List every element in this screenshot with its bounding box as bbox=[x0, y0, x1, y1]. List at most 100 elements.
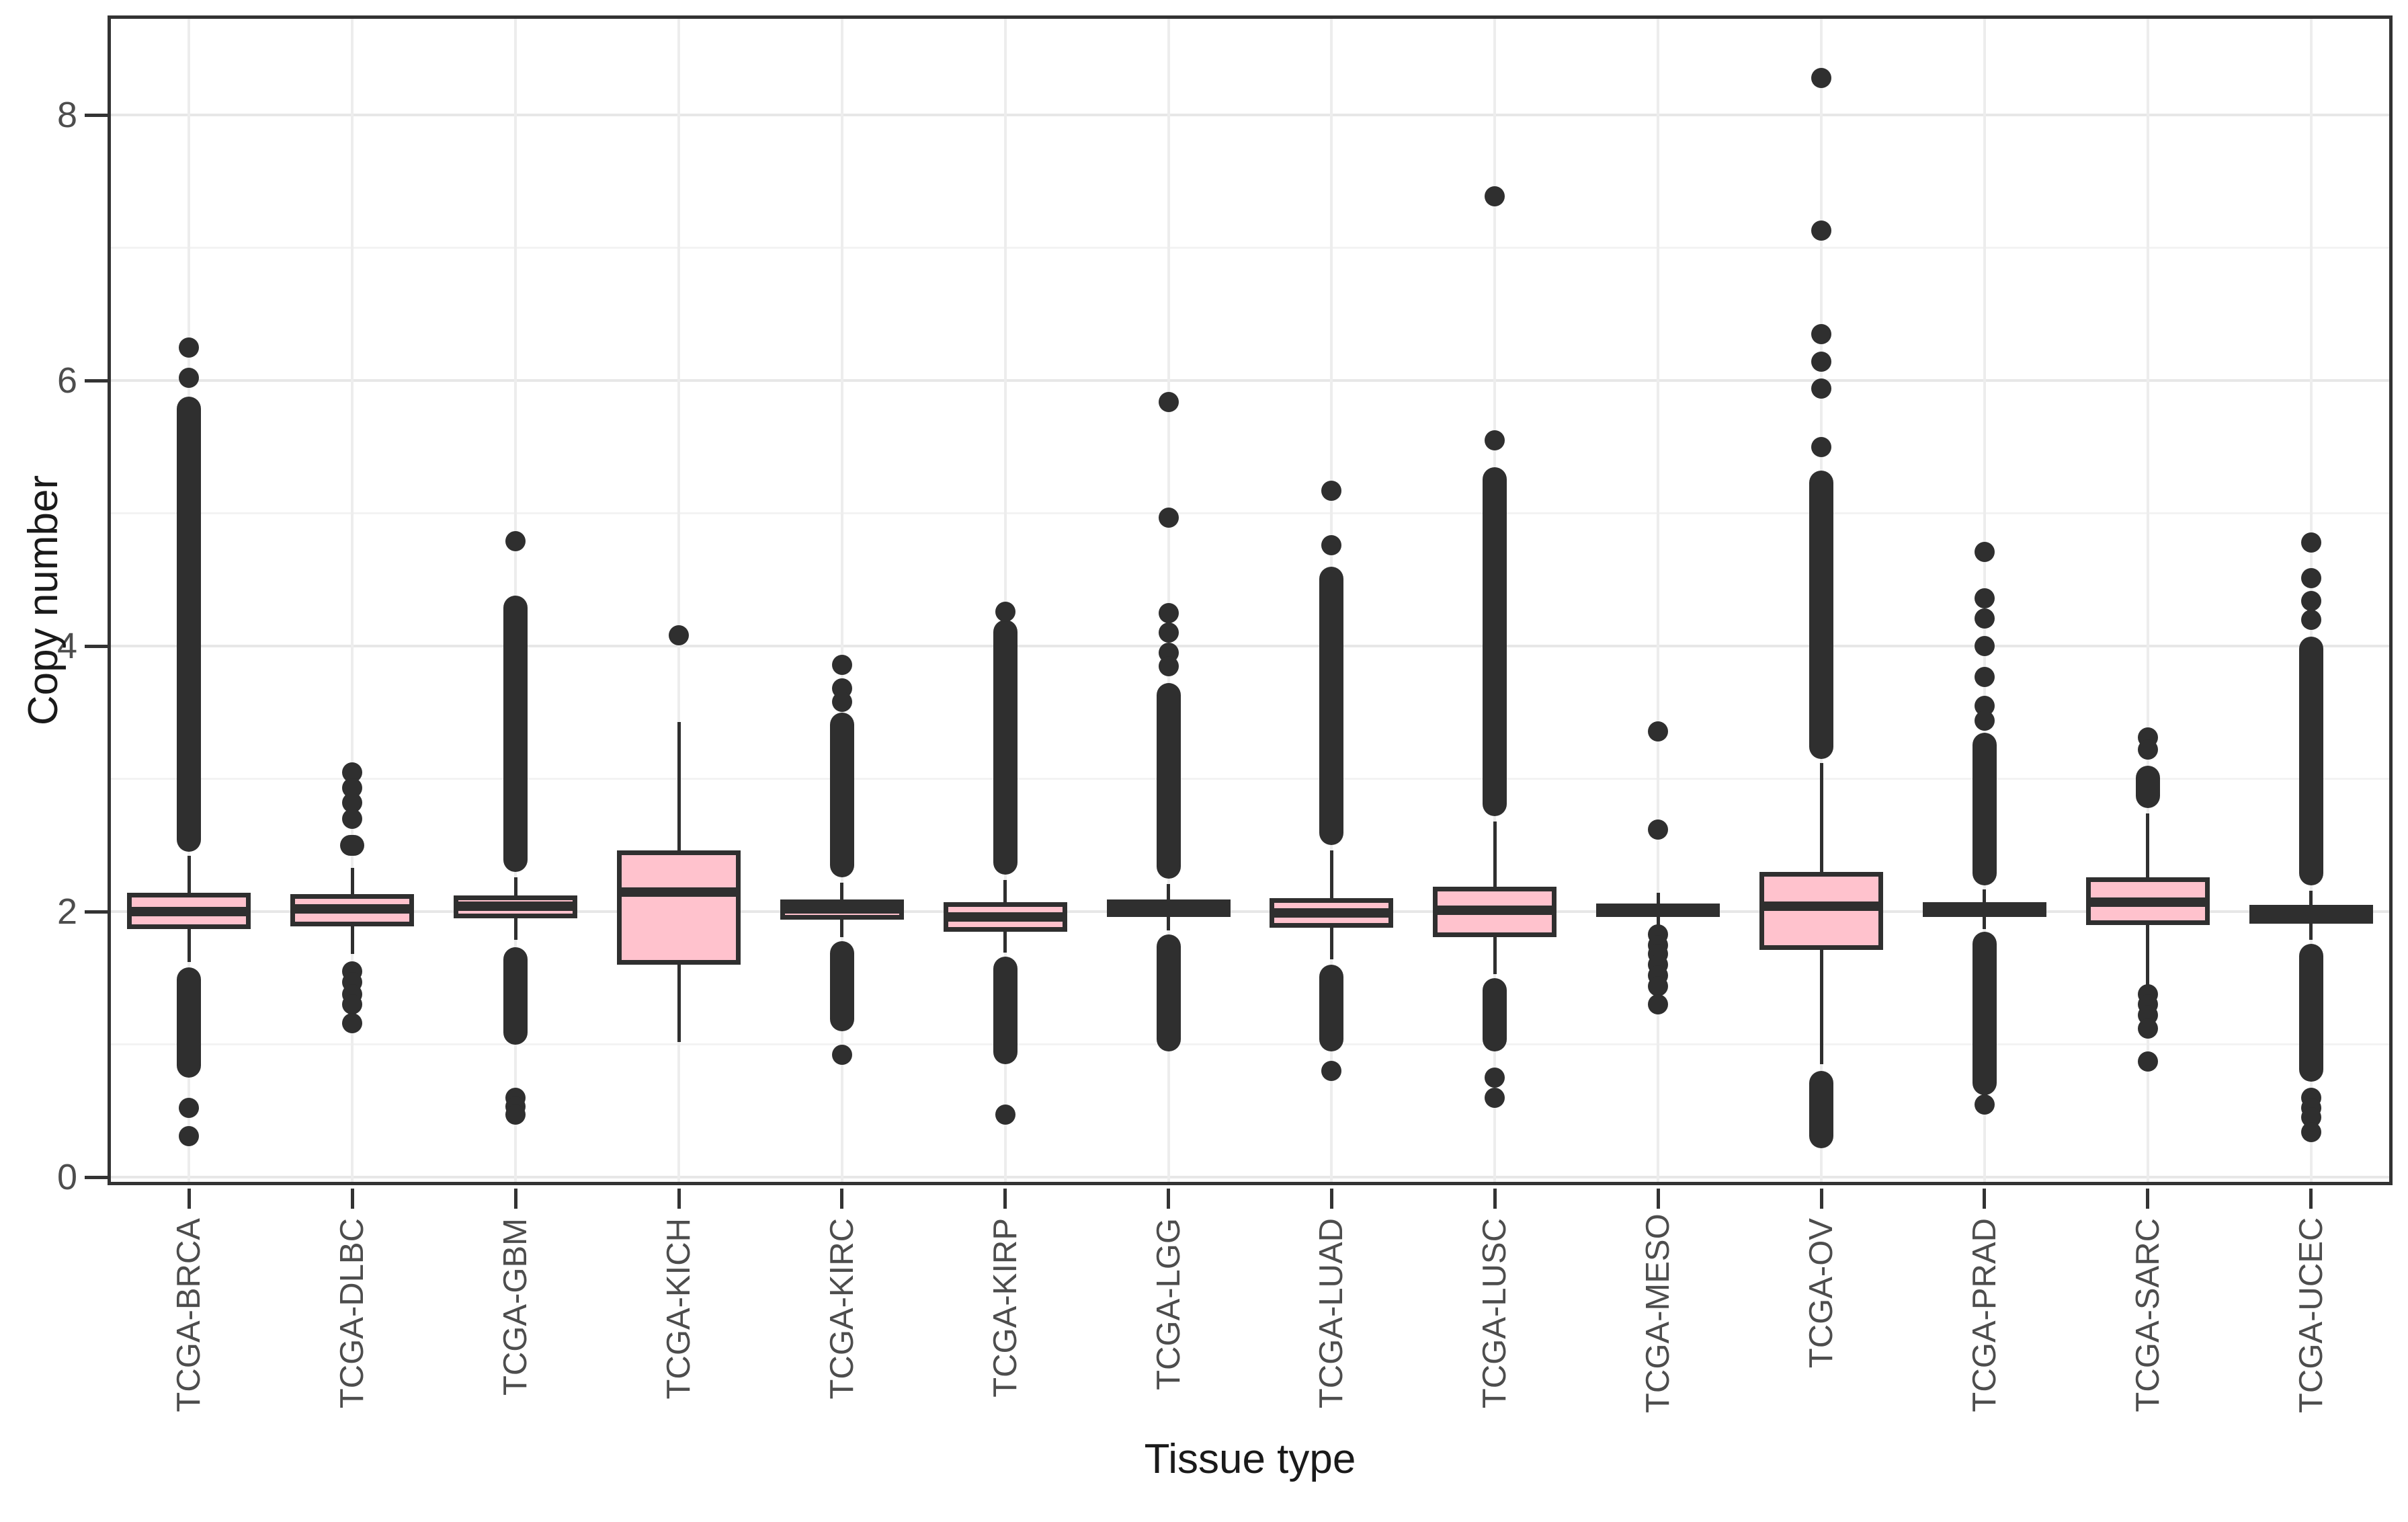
median-line-TCGA-KIRC bbox=[780, 904, 904, 914]
outlier-dot-TCGA-PRAD-4 bbox=[1974, 666, 1995, 687]
outlier-dot-TCGA-MESO-0 bbox=[1648, 721, 1669, 742]
outlier-dot-TCGA-PRAD-3 bbox=[1974, 636, 1995, 657]
outlier-dot-TCGA-UCEC-7 bbox=[2300, 1121, 2321, 1142]
outlier-dot-TCGA-GBM-0 bbox=[505, 531, 526, 552]
gridline-x-TCGA-KIRC bbox=[840, 15, 843, 1185]
outlier-band-TCGA-BRCA-0 bbox=[177, 396, 202, 852]
y-tick-label-8: 8 bbox=[56, 95, 77, 136]
gridline-x-TCGA-KIRP bbox=[1003, 15, 1007, 1185]
outlier-dot-TCGA-KIRC-3 bbox=[831, 1045, 852, 1066]
x-tick-label-TCGA-KICH: TCGA-KICH bbox=[661, 1218, 697, 1400]
outlier-dot-TCGA-BRCA-1 bbox=[179, 368, 200, 389]
x-tick-mark-TCGA-OV bbox=[1819, 1189, 1823, 1209]
outlier-dot-TCGA-PRAD-7 bbox=[1974, 1094, 1995, 1115]
outlier-dot-TCGA-SARC-6 bbox=[2137, 1051, 2158, 1072]
median-line-TCGA-KICH bbox=[617, 887, 741, 897]
outlier-dot-TCGA-SARC-5 bbox=[2137, 1018, 2158, 1039]
outlier-dot-TCGA-BRCA-0 bbox=[179, 337, 200, 358]
outlier-dot-TCGA-MESO-7 bbox=[1648, 975, 1669, 996]
outlier-dot-TCGA-PRAD-2 bbox=[1974, 608, 1995, 629]
y-tick-mark-8 bbox=[85, 113, 108, 117]
x-tick-mark-TCGA-UCEC bbox=[2309, 1189, 2313, 1209]
x-tick-label-TCGA-MESO: TCGA-MESO bbox=[1640, 1213, 1677, 1413]
outlier-dot-TCGA-LUSC-3 bbox=[1485, 1087, 1505, 1108]
outlier-band-TCGA-GBM-1 bbox=[503, 947, 528, 1045]
x-tick-label-TCGA-OV: TCGA-OV bbox=[1803, 1218, 1839, 1369]
x-tick-label-TCGA-LUSC: TCGA-LUSC bbox=[1477, 1218, 1513, 1409]
x-tick-mark-TCGA-PRAD bbox=[1983, 1189, 1987, 1209]
outlier-dot-TCGA-LUSC-2 bbox=[1485, 1068, 1505, 1088]
outlier-dot-TCGA-LGG-3 bbox=[1158, 623, 1179, 643]
median-line-TCGA-MESO bbox=[1596, 906, 1720, 916]
outlier-dot-TCGA-LGG-5 bbox=[1158, 655, 1179, 676]
x-tick-label-TCGA-DLBC: TCGA-DLBC bbox=[334, 1218, 371, 1409]
outlier-dot-TCGA-LUAD-0 bbox=[1321, 481, 1342, 502]
outlier-dot-TCGA-DLBC-8 bbox=[342, 1013, 363, 1034]
outlier-band-TCGA-GBM-0 bbox=[503, 596, 528, 872]
outlier-band-TCGA-SARC-0 bbox=[2135, 765, 2160, 809]
x-tick-label-TCGA-KIRP: TCGA-KIRP bbox=[987, 1218, 1024, 1398]
outlier-band-TCGA-UCEC-0 bbox=[2298, 637, 2323, 885]
x-tick-mark-TCGA-GBM bbox=[513, 1189, 517, 1209]
median-line-TCGA-LUAD bbox=[1270, 908, 1394, 918]
outlier-dot-TCGA-KIRC-2 bbox=[831, 692, 852, 713]
gridline-x-TCGA-DLBC bbox=[351, 15, 354, 1185]
gridline-y-minor-5 bbox=[108, 512, 2393, 515]
box-TCGA-KICH bbox=[617, 850, 741, 965]
outlier-dot-TCGA-LGG-0 bbox=[1158, 391, 1179, 412]
outlier-band-TCGA-KIRC-0 bbox=[829, 712, 854, 877]
x-axis-title: Tissue type bbox=[1144, 1436, 1356, 1482]
outlier-dot-TCGA-OV-0 bbox=[1811, 67, 1831, 88]
x-tick-label-TCGA-KIRC: TCGA-KIRC bbox=[823, 1218, 860, 1400]
gridline-y-major-2 bbox=[108, 910, 2393, 914]
y-tick-mark-2 bbox=[85, 910, 108, 914]
outlier-dot-TCGA-PRAD-6 bbox=[1974, 710, 1995, 731]
y-tick-label-6: 6 bbox=[56, 360, 77, 401]
x-tick-mark-TCGA-BRCA bbox=[187, 1189, 191, 1209]
outlier-band-TCGA-KIRC-1 bbox=[829, 940, 854, 1031]
outlier-dot-TCGA-UCEC-0 bbox=[2300, 532, 2321, 553]
outlier-dot-TCGA-SARC-1 bbox=[2137, 739, 2158, 760]
x-tick-label-TCGA-LUAD: TCGA-LUAD bbox=[1313, 1218, 1350, 1409]
y-tick-label-2: 2 bbox=[56, 891, 77, 932]
outlier-dot-TCGA-UCEC-3 bbox=[2300, 609, 2321, 630]
y-tick-mark-0 bbox=[85, 1175, 108, 1179]
outlier-dot-TCGA-UCEC-1 bbox=[2300, 568, 2321, 589]
y-tick-label-0: 0 bbox=[56, 1157, 77, 1198]
gridline-x-TCGA-KICH bbox=[677, 15, 680, 1185]
y-tick-mark-6 bbox=[85, 378, 108, 383]
outlier-dot-TCGA-OV-2 bbox=[1811, 324, 1831, 344]
outlier-dot-TCGA-KIRP-0 bbox=[995, 601, 1015, 622]
outlier-band-TCGA-DLBC-0 bbox=[340, 834, 365, 856]
outlier-dot-TCGA-OV-3 bbox=[1811, 352, 1831, 372]
outlier-band-TCGA-BRCA-1 bbox=[177, 967, 202, 1078]
gridline-y-major-8 bbox=[108, 114, 2393, 117]
outlier-band-TCGA-KIRP-0 bbox=[993, 619, 1018, 875]
outlier-dot-TCGA-DLBC-3 bbox=[342, 808, 363, 829]
x-tick-label-TCGA-LGG: TCGA-LGG bbox=[1150, 1218, 1187, 1390]
median-line-TCGA-LGG bbox=[1106, 903, 1231, 913]
outlier-dot-TCGA-OV-4 bbox=[1811, 378, 1831, 399]
outlier-dot-TCGA-LGG-2 bbox=[1158, 602, 1179, 623]
median-line-TCGA-GBM bbox=[454, 902, 578, 912]
outlier-dot-TCGA-LUSC-1 bbox=[1485, 430, 1505, 450]
outlier-band-TCGA-LGG-0 bbox=[1156, 683, 1181, 879]
x-tick-label-TCGA-SARC: TCGA-SARC bbox=[2129, 1218, 2166, 1412]
x-tick-mark-TCGA-SARC bbox=[2146, 1189, 2150, 1209]
outlier-band-TCGA-OV-1 bbox=[1809, 1071, 1833, 1148]
gridline-x-TCGA-LGG bbox=[1167, 15, 1170, 1185]
x-tick-mark-TCGA-KICH bbox=[677, 1189, 681, 1209]
outlier-dot-TCGA-KIRC-0 bbox=[831, 654, 852, 675]
outlier-dot-TCGA-OV-5 bbox=[1811, 436, 1831, 457]
y-tick-mark-4 bbox=[85, 644, 108, 648]
gridline-y-major-6 bbox=[108, 379, 2393, 383]
outlier-band-TCGA-PRAD-0 bbox=[1972, 732, 1997, 885]
outlier-band-TCGA-LUAD-0 bbox=[1319, 566, 1344, 846]
outlier-dot-TCGA-GBM-3 bbox=[505, 1105, 526, 1125]
outlier-dot-TCGA-LUAD-1 bbox=[1321, 535, 1342, 556]
outlier-band-TCGA-LUSC-0 bbox=[1483, 467, 1507, 816]
outlier-band-TCGA-OV-0 bbox=[1809, 471, 1833, 759]
gridline-y-major-4 bbox=[108, 645, 2393, 648]
outlier-band-TCGA-LUAD-1 bbox=[1319, 965, 1344, 1051]
